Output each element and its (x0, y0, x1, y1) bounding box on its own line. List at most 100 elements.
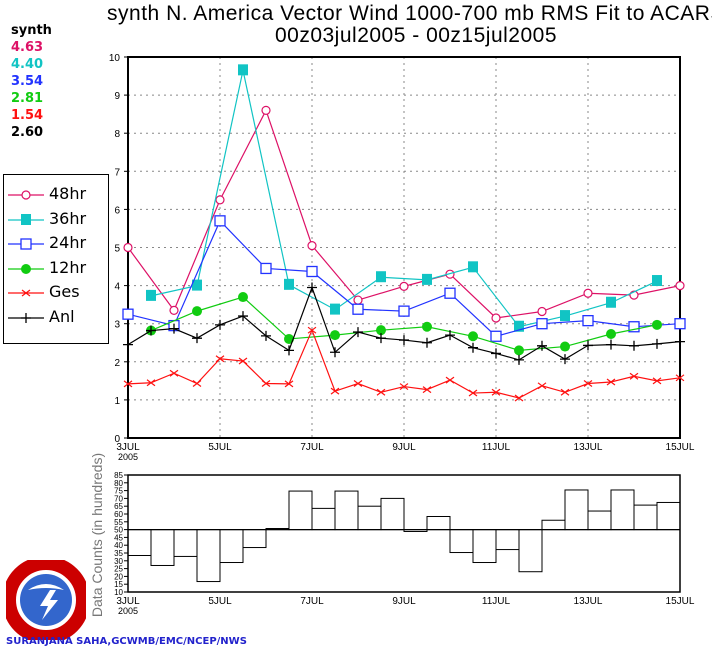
data-point (491, 348, 501, 359)
legend-symbol (8, 289, 44, 297)
data-point (675, 281, 685, 291)
count-bar (196, 529, 221, 583)
data-point (652, 275, 662, 287)
data-point (629, 340, 639, 351)
y-tick-label: 40 (114, 541, 123, 550)
data-point (675, 374, 685, 382)
credit-text: SURANJANA SAHA,GCWMB/EMC/NCEP/NWS (6, 636, 247, 647)
x-tick-label: 13JUL (574, 596, 603, 607)
data-point (169, 369, 179, 377)
data-point (422, 321, 432, 332)
data-point (422, 273, 432, 285)
legend-marker (20, 238, 32, 250)
legend-symbol (8, 213, 44, 225)
stats-panel: synth 4.63 4.40 3.54 2.81 1.54 2.60 (11, 22, 52, 141)
legend-item-48hr: 48hr (4, 183, 108, 207)
x-year-label: 2005 (118, 606, 138, 616)
y-tick-label: 30 (114, 557, 123, 566)
x-tick-label: 11JUL (482, 596, 511, 607)
y-tick-label: 6 (114, 205, 120, 216)
data-point (192, 306, 202, 317)
data-point (652, 319, 662, 330)
y-tick-label: 5 (114, 244, 120, 255)
legend-label: 24hr (49, 233, 87, 252)
x-tick-label: 5JUL (208, 596, 232, 607)
x-tick-label: 5JUL (208, 442, 232, 453)
stat-36hr: 4.40 (11, 57, 44, 72)
data-point (353, 295, 363, 305)
stat-ges: 1.54 (11, 108, 44, 123)
data-point (330, 330, 340, 341)
legend-symbol (8, 190, 44, 200)
data-point (307, 240, 317, 251)
count-bar (633, 504, 658, 531)
count-bar (150, 529, 175, 566)
legend-item-ges: Ges (4, 281, 108, 305)
data-point (398, 305, 410, 317)
y-tick-label: 10 (109, 53, 121, 64)
data-point (122, 308, 134, 320)
legend-marker (21, 263, 31, 274)
y-tick-label: 15 (114, 580, 123, 589)
count-bar (656, 501, 681, 531)
series-36hr (146, 64, 662, 332)
data-point (399, 335, 409, 346)
data-point (238, 292, 248, 303)
data-point (238, 64, 248, 76)
data-point (491, 313, 501, 323)
legend-item-12hr: 12hr (4, 257, 108, 281)
x-tick-label: 15JUL (666, 442, 695, 453)
count-bar (587, 510, 612, 531)
data-point (514, 320, 524, 332)
data-point (284, 278, 294, 290)
chart-subtitle: 00z03jul2005 - 00z15jul2005 (274, 24, 558, 47)
x-tick-label: 3JUL (116, 596, 140, 607)
x-tick-label: 15JUL (666, 596, 695, 607)
y-tick-label: 55 (114, 518, 123, 527)
x-tick-label: 9JUL (392, 596, 416, 607)
legend-symbol (8, 238, 44, 250)
data-point (215, 195, 225, 205)
data-point (606, 296, 616, 308)
data-point (260, 262, 272, 275)
data-point (468, 261, 478, 273)
y-tick-label: 20 (114, 572, 123, 581)
data-point (537, 340, 547, 351)
data-point (652, 377, 662, 385)
data-point (215, 355, 225, 363)
legend-item-anl: Anl (4, 306, 108, 330)
legend-item-24hr: 24hr (4, 232, 108, 256)
count-bar (380, 497, 405, 531)
data-point (169, 305, 179, 315)
series-24hr (122, 215, 686, 342)
y-tick-label: 2 (114, 358, 120, 369)
data-point (306, 265, 318, 278)
data-point (514, 394, 524, 402)
data-point (284, 333, 294, 344)
y-tick-label: 70 (114, 494, 123, 503)
data-point (583, 288, 593, 298)
data-point (582, 315, 594, 327)
data-point (514, 345, 524, 356)
legend-marker (21, 213, 31, 225)
data-point (307, 282, 317, 293)
count-bar (242, 529, 267, 549)
y-tick-label: 7 (114, 167, 120, 178)
stat-24hr: 3.54 (11, 74, 44, 89)
data-point (146, 379, 156, 387)
count-bar (311, 507, 336, 531)
y-axis-label: Data Counts (in hundreds) (89, 453, 105, 617)
data-point (444, 287, 456, 299)
x-tick-label: 13JUL (574, 442, 603, 453)
y-tick-label: 9 (114, 91, 120, 102)
nws-logo (6, 560, 86, 640)
y-tick-label: 10 (114, 588, 123, 597)
data-point (238, 311, 248, 322)
series-12hr (146, 292, 662, 356)
data-point (560, 341, 570, 352)
legend-label: Anl (49, 306, 75, 326)
legend-item-36hr: 36hr (4, 208, 108, 232)
data-point (399, 281, 409, 291)
count-bar (127, 529, 152, 556)
